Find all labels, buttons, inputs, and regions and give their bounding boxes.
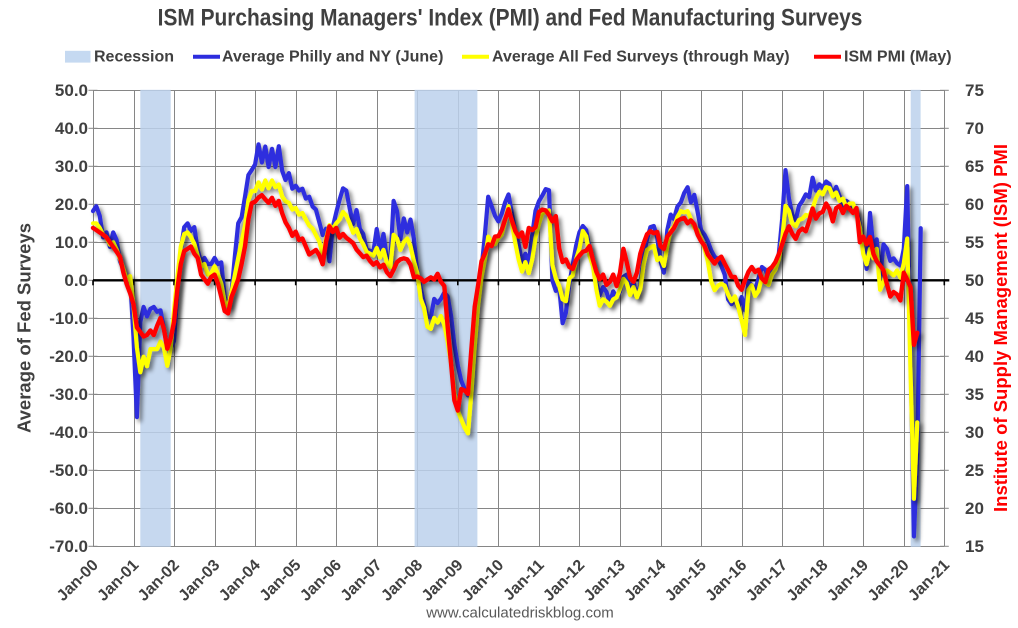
svg-text:-60.0: -60.0 (49, 499, 88, 518)
svg-text:-40.0: -40.0 (49, 423, 88, 442)
svg-text:30.0: 30.0 (55, 157, 88, 176)
svg-text:55: 55 (965, 233, 984, 252)
svg-text:10.0: 10.0 (55, 233, 88, 252)
svg-text:-10.0: -10.0 (49, 309, 88, 328)
svg-text:40: 40 (965, 347, 984, 366)
svg-text:50.0: 50.0 (55, 81, 88, 100)
svg-text:ISM PMI (May): ISM PMI (May) (844, 49, 952, 66)
svg-text:ISM Purchasing Managers' Index: ISM Purchasing Managers' Index (PMI) and… (158, 4, 863, 30)
svg-text:40.0: 40.0 (55, 119, 88, 138)
svg-text:-30.0: -30.0 (49, 385, 88, 404)
svg-text:15: 15 (965, 537, 984, 556)
svg-text:50: 50 (965, 271, 984, 290)
svg-text:Recession: Recession (94, 49, 174, 66)
svg-text:-50.0: -50.0 (49, 461, 88, 480)
svg-text:30: 30 (965, 423, 984, 442)
svg-text:25: 25 (965, 461, 984, 480)
svg-text:60: 60 (965, 195, 984, 214)
svg-text:75: 75 (965, 81, 984, 100)
svg-text:Average Philly and NY (June): Average Philly and NY (June) (222, 49, 443, 66)
svg-text:20.0: 20.0 (55, 195, 88, 214)
svg-text:20: 20 (965, 499, 984, 518)
svg-text:70: 70 (965, 119, 984, 138)
svg-text:65: 65 (965, 157, 984, 176)
svg-text:Average of Fed Surveys: Average of Fed Surveys (14, 223, 35, 433)
svg-text:45: 45 (965, 309, 984, 328)
svg-text:Average All Fed Surveys (throu: Average All Fed Surveys (through May) (492, 49, 790, 66)
svg-text:-20.0: -20.0 (49, 347, 88, 366)
svg-text:Institute of Supply Management: Institute of Supply Management (ISM) PMI (990, 144, 1011, 512)
svg-text:-70.0: -70.0 (49, 537, 88, 556)
svg-text:35: 35 (965, 385, 984, 404)
svg-text:0.0: 0.0 (64, 271, 88, 290)
svg-text:www.calculatedriskblog.com: www.calculatedriskblog.com (425, 605, 614, 622)
